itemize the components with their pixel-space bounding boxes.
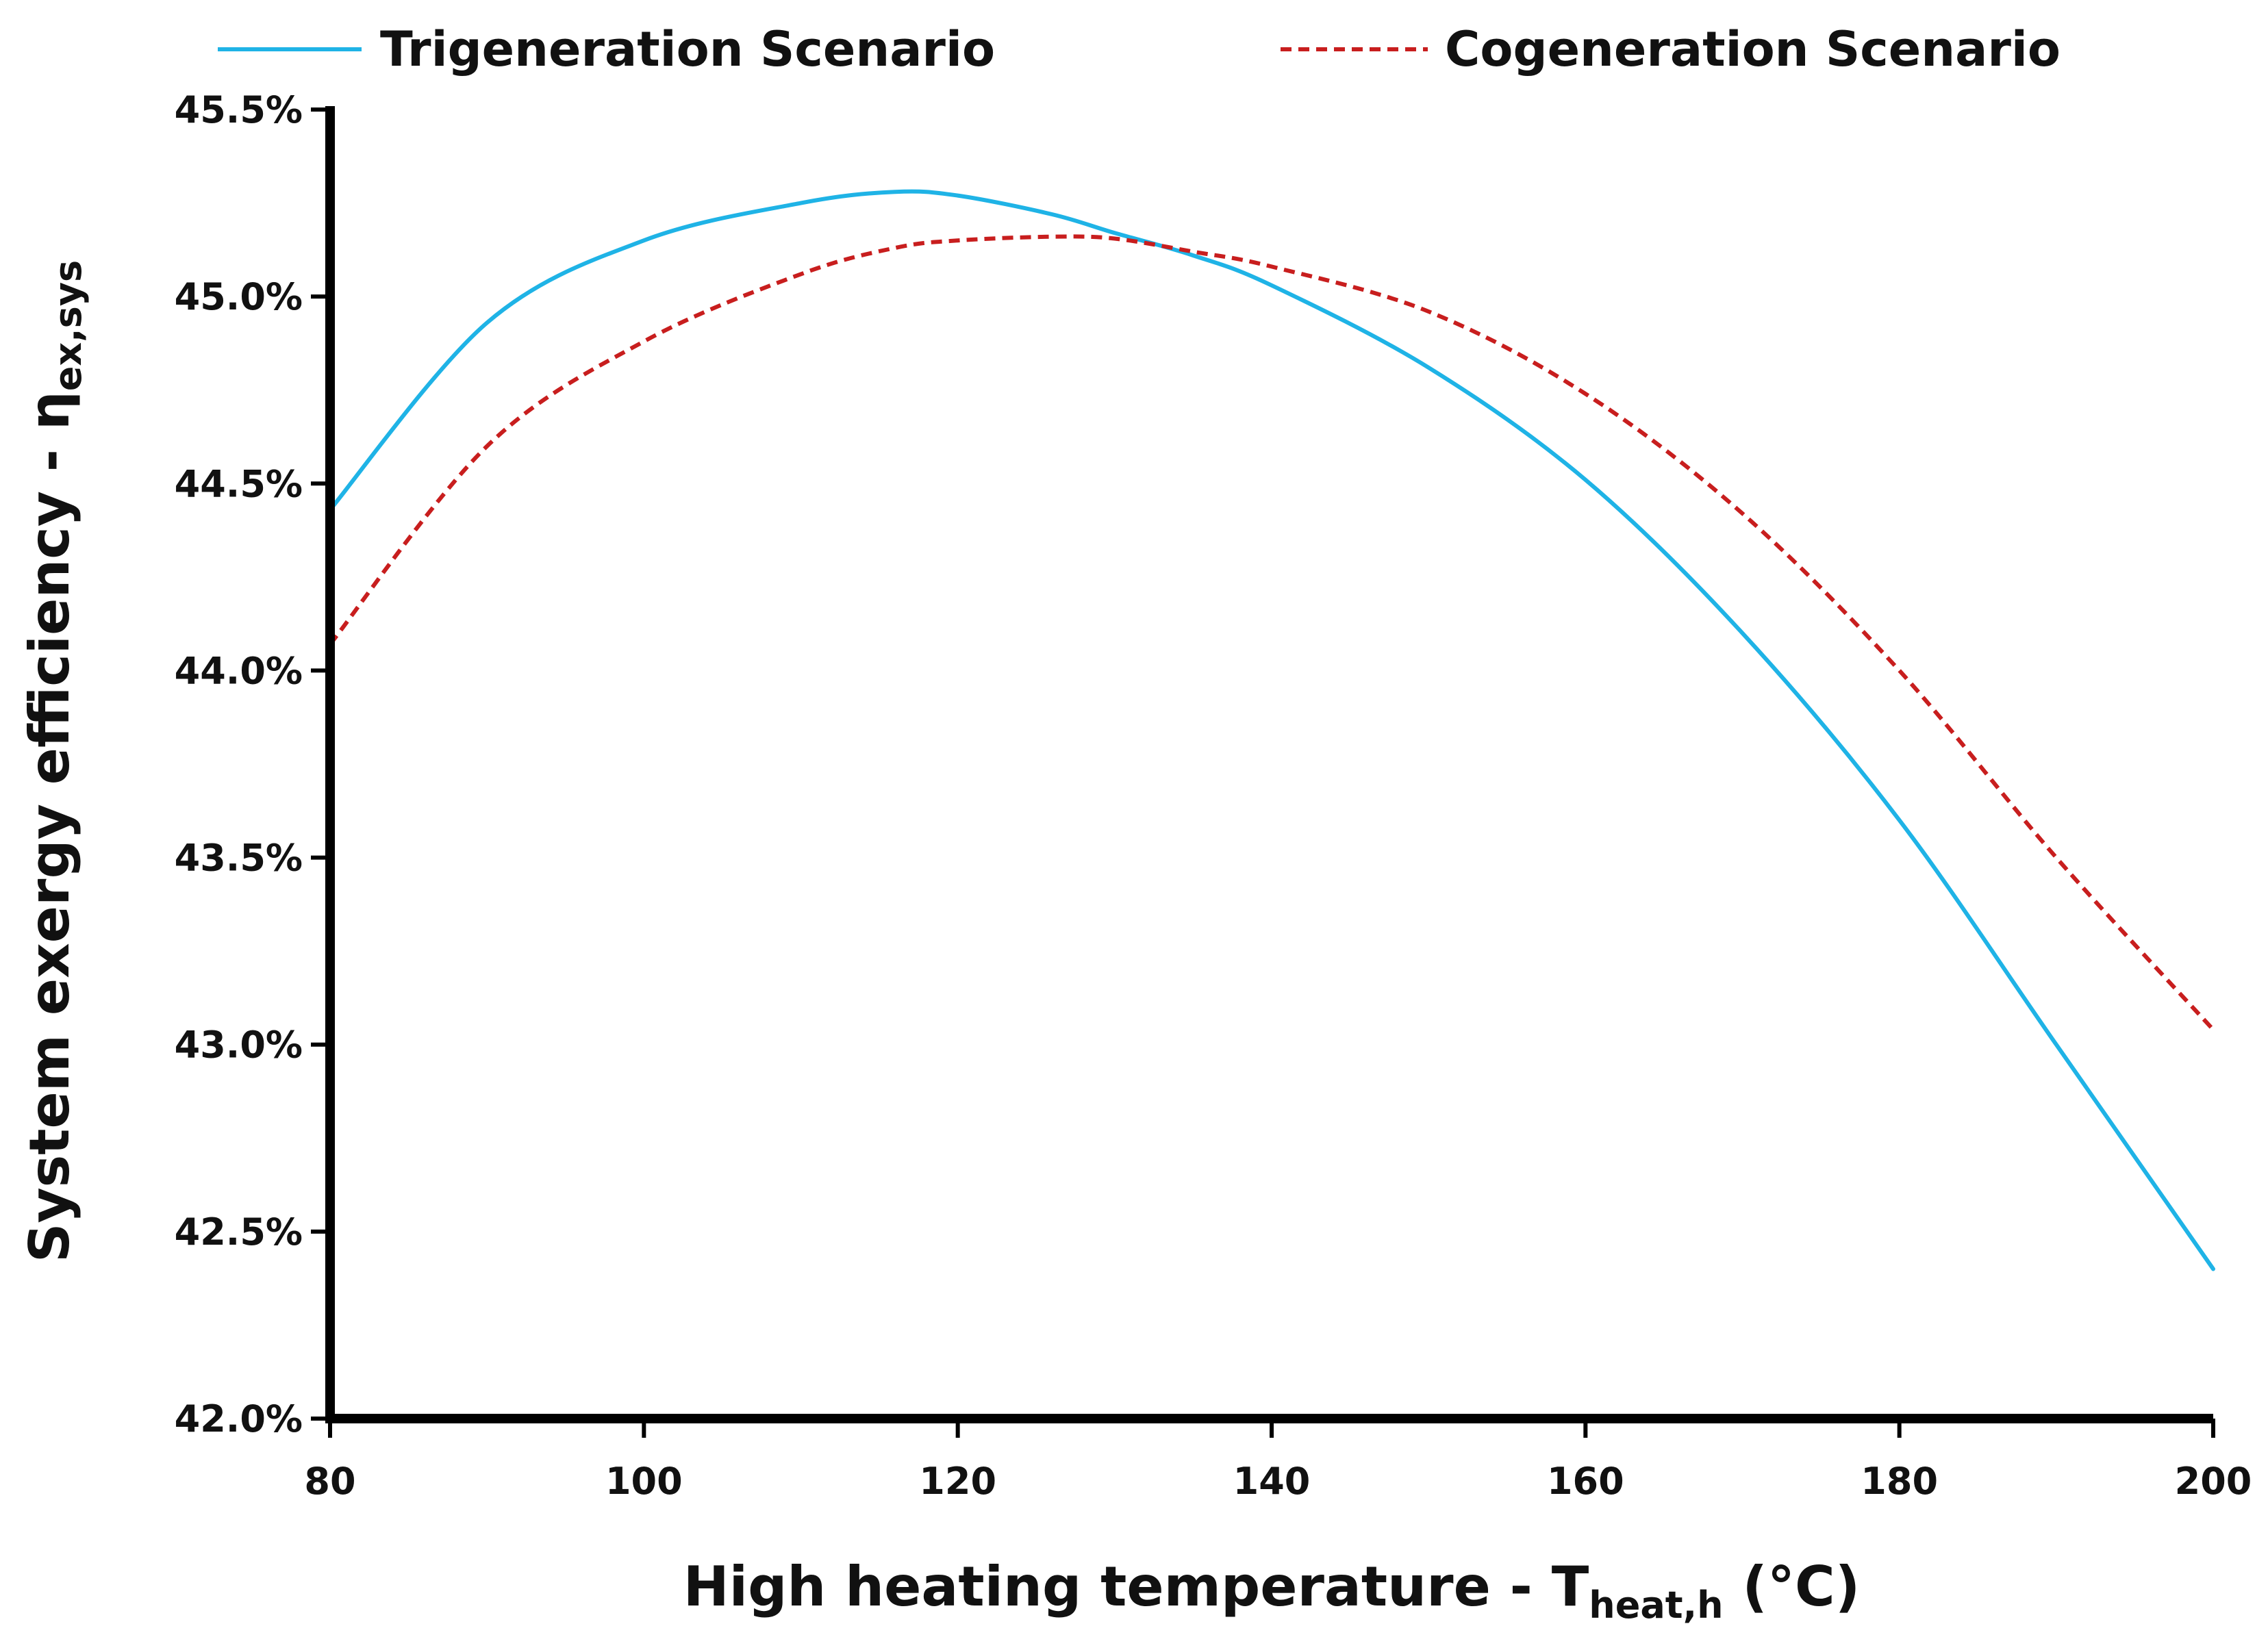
y-axis-title: System exergy efficiency - ηex,sys (18, 260, 90, 1262)
y-tick-label: 43.0% (175, 1024, 303, 1067)
x-tick-label: 120 (919, 1460, 996, 1503)
legend: Trigeneration Scenario Cogeneration Scen… (218, 21, 2061, 77)
x-tick-label: 180 (1861, 1460, 1938, 1503)
legend-label-trigeneration: Trigeneration Scenario (380, 21, 995, 77)
y-tick-label: 42.5% (175, 1210, 303, 1254)
y-axis-title-subscript: ex,sys (47, 260, 90, 391)
y-ticks: 42.0% 42.5% 43.0% 43.5% 44.0% 44.5% 45.0% 45.5% (175, 88, 330, 1440)
x-tick-label: 160 (1547, 1460, 1624, 1503)
y-tick-label: 44.0% (175, 649, 303, 692)
y-tick-label: 42.0% (175, 1397, 303, 1440)
x-tick-label: 200 (2175, 1460, 2252, 1503)
plot-area (328, 189, 2215, 1271)
y-tick-label: 45.5% (175, 88, 303, 131)
x-axis-title: High heating temperature - Theat,h (°C) (683, 1555, 1861, 1627)
x-axis-title-main: High heating temperature - T (683, 1555, 1589, 1619)
legend-label-cogeneration: Cogeneration Scenario (1445, 21, 2061, 77)
x-tick-label: 80 (304, 1460, 355, 1503)
series-line-cogeneration (328, 234, 2215, 1031)
x-tick-label: 140 (1233, 1460, 1311, 1503)
x-axis-title-unit: (°C) (1724, 1555, 1861, 1619)
x-ticks: 80 100 120 140 160 180 200 (304, 1419, 2252, 1503)
y-axis-title-main: System exergy efficiency - η (18, 391, 81, 1262)
series-line-trigeneration (328, 189, 2215, 1271)
y-tick-label: 43.5% (175, 837, 303, 880)
y-tick-label: 45.0% (175, 275, 303, 318)
x-axis-title-subscript: heat,h (1589, 1584, 1723, 1627)
x-tick-label: 100 (605, 1460, 683, 1503)
axes: 42.0% 42.5% 43.0% 43.5% 44.0% 44.5% 45.0% 45.5%… (175, 88, 2252, 1503)
y-tick-label: 44.5% (175, 462, 303, 505)
